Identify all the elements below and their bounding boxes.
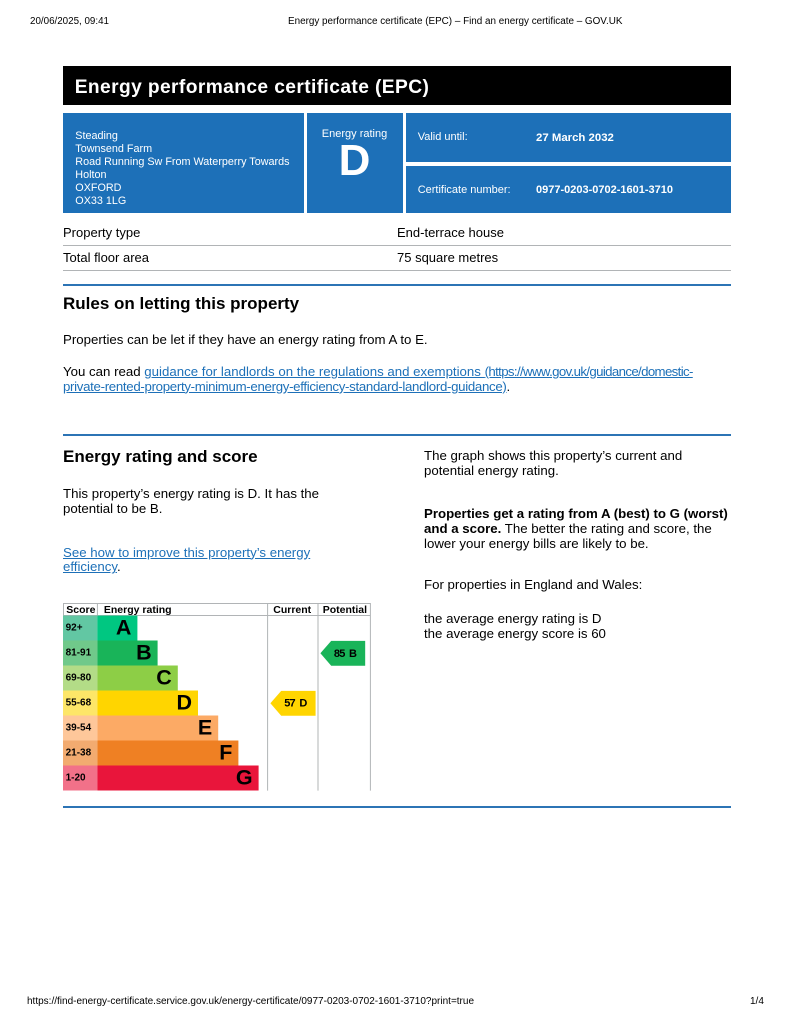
svg-text:21-38: 21-38 [65,747,91,758]
svg-text:F: F [219,740,232,764]
svg-text:57: 57 [284,697,295,709]
svg-text:C: C [156,665,172,689]
svg-text:55-68: 55-68 [65,697,91,708]
svg-text:1-20: 1-20 [65,772,85,783]
svg-text:A: A [116,615,132,639]
svg-text:92+: 92+ [65,622,82,633]
svg-text:81-91: 81-91 [65,647,91,658]
svg-text:B: B [136,640,152,664]
svg-text:85: 85 [334,648,345,660]
svg-text:69-80: 69-80 [65,672,91,683]
svg-text:E: E [198,715,212,739]
svg-text:D: D [176,690,192,714]
svg-text:D: D [299,697,307,709]
svg-text:39-54: 39-54 [65,722,91,733]
svg-text:Potential: Potential [323,604,367,616]
svg-text:Score: Score [66,604,95,616]
svg-text:Energy rating: Energy rating [104,604,172,616]
svg-text:G: G [236,765,253,789]
svg-text:B: B [349,648,357,660]
svg-text:Current: Current [273,604,311,616]
